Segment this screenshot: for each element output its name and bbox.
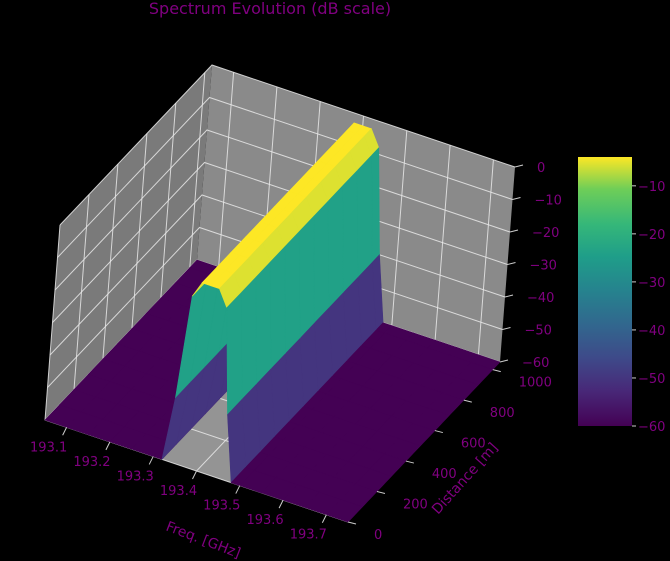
z-tick-mark bbox=[502, 327, 511, 330]
z-tick-label: −60 bbox=[522, 356, 549, 371]
colorbar-tick-label: −20 bbox=[638, 228, 665, 243]
surface-patch bbox=[226, 291, 243, 416]
x-tick-label: 193.1 bbox=[30, 440, 67, 455]
z-tick-mark bbox=[499, 359, 509, 363]
z-tick-label: −20 bbox=[532, 226, 559, 241]
y-tick-label: 400 bbox=[432, 467, 457, 482]
gridline-z bbox=[57, 96, 513, 258]
surface-patch bbox=[371, 147, 380, 264]
colorbar-tick-label: −40 bbox=[638, 324, 665, 339]
z-tick-mark bbox=[504, 294, 514, 298]
surface-patch bbox=[325, 499, 364, 523]
y-tick-mark bbox=[463, 399, 472, 403]
colorbar-tick-label: −50 bbox=[638, 372, 665, 387]
z-tick-mark bbox=[509, 229, 519, 233]
chart-title: Spectrum Evolution (dB scale) bbox=[149, 0, 391, 18]
x-tick-label: 193.2 bbox=[73, 455, 110, 470]
gridline-z bbox=[47, 226, 503, 388]
x-tick-mark bbox=[148, 456, 154, 465]
z-tick-label: −40 bbox=[527, 291, 554, 306]
surface-patch bbox=[327, 185, 344, 309]
x-tick-label: 193.6 bbox=[246, 513, 283, 528]
surface-patch bbox=[313, 200, 330, 325]
x-tick-mark bbox=[235, 485, 241, 494]
y-tick-label: 0 bbox=[374, 528, 382, 543]
surface-patch bbox=[356, 154, 373, 279]
surface-patch bbox=[240, 276, 257, 401]
x-tick-mark bbox=[321, 514, 327, 523]
surface bbox=[44, 122, 501, 523]
x-tick-label: 193.7 bbox=[290, 528, 327, 543]
colorbar-gradient bbox=[578, 157, 632, 426]
x-tick-mark bbox=[192, 470, 197, 480]
z-tick-label: −10 bbox=[535, 194, 562, 209]
surface-patch bbox=[284, 230, 301, 355]
gridline-z bbox=[52, 161, 508, 323]
y-tick-label: 1000 bbox=[519, 376, 552, 391]
y-tick-label: 800 bbox=[490, 406, 515, 421]
x-tick-label: 193.3 bbox=[117, 469, 154, 484]
z-tick-mark bbox=[507, 262, 516, 265]
x-tick-mark bbox=[105, 441, 111, 451]
y-tick-label: 600 bbox=[461, 437, 486, 452]
y-tick-mark bbox=[347, 521, 357, 525]
colorbar-tick-label: −10 bbox=[638, 180, 665, 195]
gridline-z bbox=[59, 64, 516, 226]
y-tick-label: 200 bbox=[403, 498, 428, 513]
x-tick-label: 193.5 bbox=[203, 499, 240, 514]
axes-ticks: 193.1 193.2 193.3 193.4 193.5 193.6 193.7 0 200 4… bbox=[30, 161, 562, 543]
y-tick-mark bbox=[405, 460, 415, 464]
x-tick-mark bbox=[62, 427, 68, 436]
z-tick-label: −50 bbox=[525, 324, 552, 339]
gridline-z bbox=[54, 129, 511, 291]
surface-patch bbox=[255, 261, 272, 386]
colorbar-tick-label: −60 bbox=[638, 420, 665, 435]
surface-patch bbox=[298, 215, 315, 340]
y-tick-mark bbox=[376, 491, 386, 495]
z-tick-mark bbox=[514, 164, 524, 168]
y-tick-mark bbox=[434, 430, 443, 434]
colorbar: −10 −20 −30 −40 −50 −60 bbox=[578, 157, 665, 435]
x-tick-label: 193.4 bbox=[160, 484, 197, 499]
x-axis-label: Freq. [GHz] bbox=[164, 519, 243, 561]
gridline-z bbox=[49, 194, 506, 356]
x-tick-mark bbox=[278, 499, 284, 509]
z-tick-label: 0 bbox=[537, 161, 545, 176]
surface-patch bbox=[342, 169, 359, 294]
y-tick-mark bbox=[492, 369, 501, 373]
surface-patch bbox=[269, 246, 286, 370]
z-tick-mark bbox=[512, 197, 521, 200]
colorbar-tick-label: −30 bbox=[638, 276, 665, 291]
z-tick-label: −30 bbox=[530, 259, 557, 274]
